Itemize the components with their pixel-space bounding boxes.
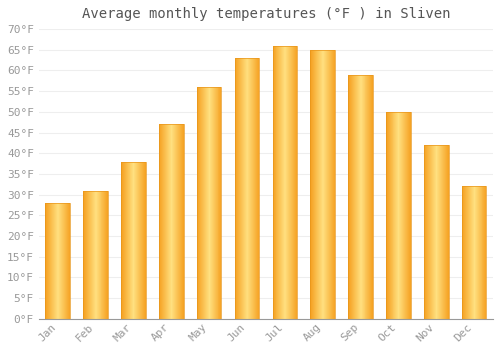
- Bar: [121, 162, 146, 319]
- Bar: [234, 58, 260, 319]
- Bar: [424, 145, 448, 319]
- Bar: [84, 190, 108, 319]
- Bar: [310, 50, 335, 319]
- Bar: [272, 46, 297, 319]
- Bar: [46, 203, 70, 319]
- Bar: [462, 187, 486, 319]
- Title: Average monthly temperatures (°F ) in Sliven: Average monthly temperatures (°F ) in Sl…: [82, 7, 450, 21]
- Bar: [159, 124, 184, 319]
- Bar: [348, 75, 373, 319]
- Bar: [197, 87, 222, 319]
- Bar: [386, 112, 410, 319]
